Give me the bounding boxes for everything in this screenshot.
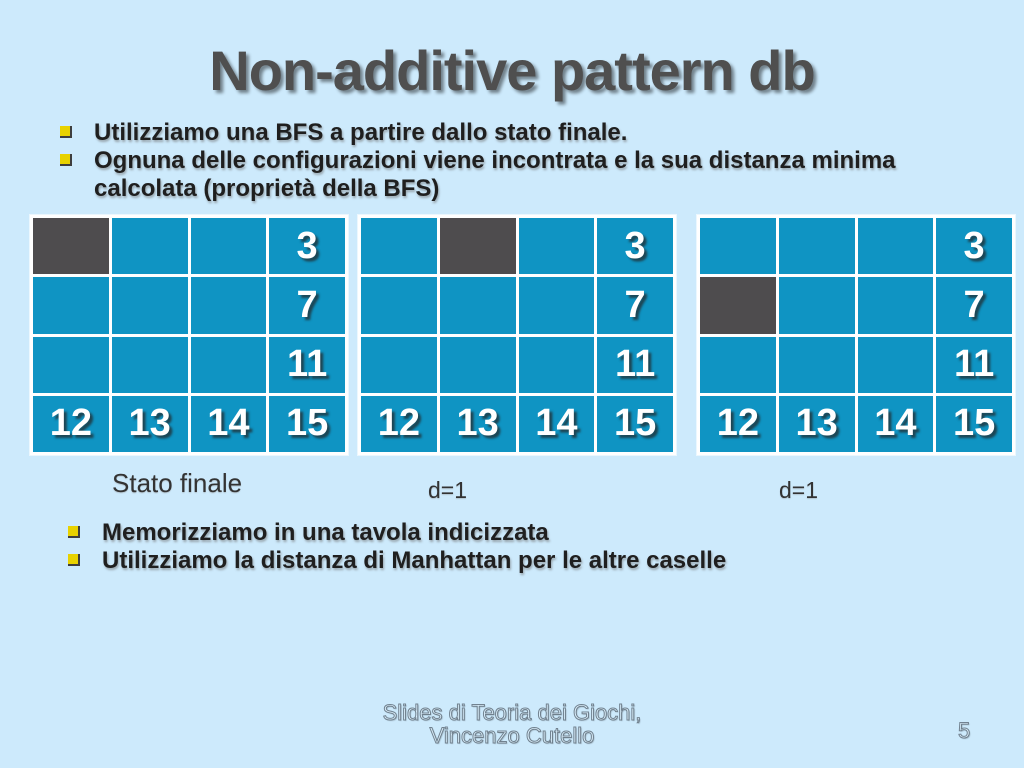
numbered-tile-14: 14 [518, 395, 595, 452]
numbered-tile-13: 13 [778, 395, 855, 452]
empty-tile [111, 277, 188, 334]
numbered-tile-13: 13 [439, 395, 516, 452]
puzzle-grid-d1-a: 3 7 11 12 13 14 15 [357, 214, 677, 456]
puzzle-grid-d1-b: 3 7 11 12 13 14 15 [696, 214, 1016, 456]
bullet-item: Utilizziamo una BFS a partire dallo stat… [58, 119, 918, 147]
bullet-square-icon [60, 154, 72, 166]
bullet-item: Ognuna delle configurazioni viene incont… [58, 147, 918, 203]
empty-tile [857, 336, 934, 393]
numbered-tile-15: 15 [269, 395, 345, 452]
numbered-tile-3: 3 [597, 218, 673, 275]
empty-tile [857, 277, 934, 334]
numbered-tile-11: 11 [936, 336, 1012, 393]
blank-tile [33, 218, 109, 275]
numbered-tile-11: 11 [597, 336, 673, 393]
empty-tile [33, 277, 109, 334]
bullet-square-icon [60, 126, 72, 138]
bullet-item: Utilizziamo la distanza di Manhattan per… [66, 547, 866, 575]
numbered-tile-7: 7 [269, 277, 345, 334]
empty-tile [518, 218, 595, 275]
slide-title: Non-additive pattern db [209, 39, 815, 102]
empty-tile [33, 336, 109, 393]
numbered-tile-7: 7 [936, 277, 1012, 334]
numbered-tile-7: 7 [597, 277, 673, 334]
empty-tile [857, 218, 934, 275]
numbered-tile-13: 13 [111, 395, 188, 452]
footer-line2: Vincenzo Cutello [429, 723, 595, 748]
numbered-tile-12: 12 [700, 395, 776, 452]
bullet-list-top: Utilizziamo una BFS a partire dallo stat… [58, 119, 918, 203]
bullet-list-bottom: Memorizziamo in una tavola indicizzata U… [66, 519, 866, 575]
bullet-text: Memorizziamo in una tavola indicizzata [102, 519, 549, 546]
empty-tile [361, 336, 437, 393]
empty-tile [111, 218, 188, 275]
page-number: 5 [957, 718, 971, 744]
empty-tile [518, 277, 595, 334]
numbered-tile-14: 14 [857, 395, 934, 452]
bullet-square-icon [68, 526, 80, 538]
empty-tile [190, 218, 267, 275]
bullet-text: Utilizziamo una BFS a partire dallo stat… [94, 119, 628, 146]
numbered-tile-11: 11 [269, 336, 345, 393]
empty-tile [778, 218, 855, 275]
empty-tile [111, 336, 188, 393]
bullet-item: Memorizziamo in una tavola indicizzata [66, 519, 866, 547]
grid-label-d1-b: d=1 [779, 477, 819, 503]
numbered-tile-3: 3 [936, 218, 1012, 275]
empty-tile [700, 218, 776, 275]
numbered-tile-3: 3 [269, 218, 345, 275]
empty-tile [190, 277, 267, 334]
numbered-tile-12: 12 [361, 395, 437, 452]
empty-tile [700, 336, 776, 393]
empty-tile [361, 218, 437, 275]
puzzle-grid-stato-finale: 3 7 11 12 13 14 15 [29, 214, 349, 456]
empty-tile [361, 277, 437, 334]
bullet-text: Ognuna delle configurazioni viene incont… [94, 147, 896, 202]
grid-label-d1-a: d=1 [428, 477, 468, 503]
blank-tile [700, 277, 776, 334]
empty-tile [778, 336, 855, 393]
empty-tile [439, 277, 516, 334]
bullet-square-icon [68, 554, 80, 566]
empty-tile [778, 277, 855, 334]
bullet-text: Utilizziamo la distanza di Manhattan per… [102, 547, 727, 574]
empty-tile [439, 336, 516, 393]
numbered-tile-15: 15 [936, 395, 1012, 452]
empty-tile [190, 336, 267, 393]
numbered-tile-14: 14 [190, 395, 267, 452]
numbered-tile-15: 15 [597, 395, 673, 452]
blank-tile [439, 218, 516, 275]
grid-label-stato-finale: Stato finale [112, 468, 243, 498]
footer-line1: Slides di Teoria dei Giochi, [382, 700, 642, 725]
empty-tile [518, 336, 595, 393]
numbered-tile-12: 12 [33, 395, 109, 452]
slide-footer: Slides di Teoria dei Giochi, Vincenzo Cu… [0, 700, 1024, 748]
